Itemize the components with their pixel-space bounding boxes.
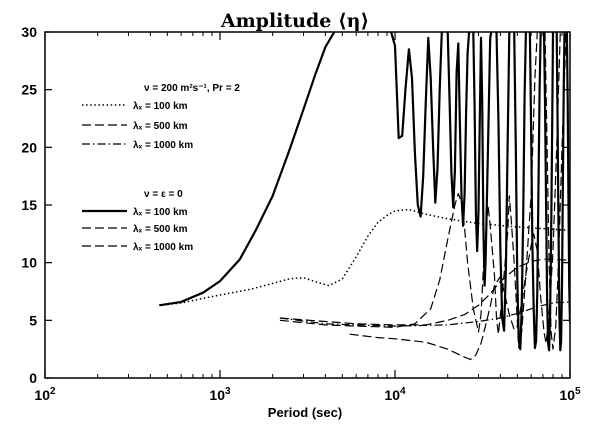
series-line-5 xyxy=(279,32,567,350)
tick-layer: 0 5 10 15 20 25 30 102 103 104 105 xyxy=(21,24,581,403)
x-axis-label: Period (sec) xyxy=(268,405,342,420)
series-line-4 xyxy=(159,32,570,352)
plot-frame xyxy=(44,31,571,379)
legend-entry-label: λₓ = 100 km xyxy=(133,101,188,112)
legend-entry-label: λₓ = 100 km xyxy=(133,207,188,218)
legend-entry-label: λₓ = 1000 km xyxy=(133,140,193,151)
x-tick-label: 104 xyxy=(384,386,406,403)
y-tick-label: 10 xyxy=(21,255,37,271)
series-layer xyxy=(159,32,570,361)
x-tick-label: 102 xyxy=(34,386,56,403)
y-tick-label: 25 xyxy=(21,82,37,98)
legend-entry-label: λₓ = 1000 km xyxy=(133,242,193,253)
legend-heading: ν = 200 m²s⁻¹, Pr = 2 xyxy=(144,83,240,94)
series-line-2 xyxy=(279,258,570,326)
legend: ν = 200 m²s⁻¹, Pr = 2 λₓ = 100 km λₓ = 500… xyxy=(82,83,240,253)
x-tick-label: 105 xyxy=(559,386,581,403)
x-tick-label: 103 xyxy=(209,386,231,403)
legend-heading: ν = ε = 0 xyxy=(144,189,183,200)
y-tick-label: 30 xyxy=(21,24,37,40)
chart-title: Amplitude ⟨η⟩ xyxy=(220,10,369,32)
series-line-1 xyxy=(159,208,570,307)
y-tick-label: 20 xyxy=(21,139,37,155)
legend-entry-label: λₓ = 500 km xyxy=(133,224,188,235)
y-tick-label: 15 xyxy=(21,197,37,213)
legend-entry-label: λₓ = 500 km xyxy=(133,121,188,132)
y-tick-label: 5 xyxy=(29,312,37,328)
series-line-6 xyxy=(349,32,561,361)
y-tick-label: 0 xyxy=(29,370,37,386)
series-line-3 xyxy=(279,301,570,327)
